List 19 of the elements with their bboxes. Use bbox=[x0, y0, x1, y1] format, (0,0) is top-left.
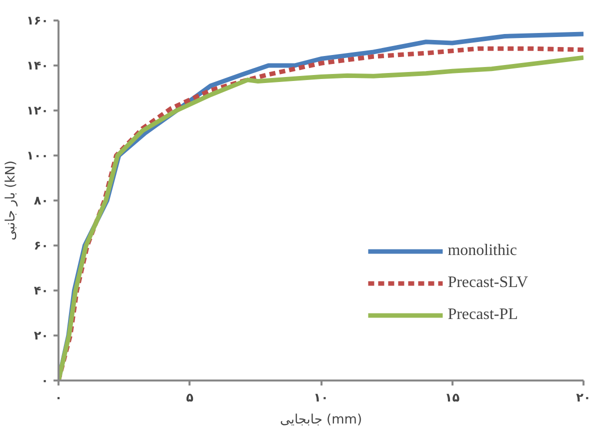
legend-label: Precast-SLV bbox=[448, 274, 528, 292]
y-tick-label: ۲۰ bbox=[34, 328, 49, 342]
x-axis-title: جابجایی (mm) bbox=[280, 412, 362, 428]
x-tick-label: ۱۵ bbox=[444, 390, 460, 404]
y-tick-label: ۴۰ bbox=[34, 284, 49, 298]
y-tick-label: ۱۶۰ bbox=[26, 14, 49, 28]
y-tick-label: ۱۴۰ bbox=[26, 58, 49, 72]
legend-label: Precast-PL bbox=[448, 306, 518, 324]
y-tick-label: ۱۲۰ bbox=[26, 104, 49, 118]
y-axis-title: بار جانبی (kN) bbox=[4, 160, 19, 240]
x-tick-label: ۵ bbox=[186, 390, 194, 404]
y-tick-label: ۰ bbox=[41, 374, 49, 388]
x-tick-label: ۱۰ bbox=[314, 390, 328, 404]
x-tick-label: ۰ bbox=[54, 390, 62, 404]
x-tick-label: ۲۰ bbox=[576, 390, 591, 404]
legend-label: monolithic bbox=[448, 242, 518, 260]
y-tick-label: ۱۰۰ bbox=[26, 148, 49, 162]
y-tick-label: ۸۰ bbox=[34, 194, 49, 208]
y-tick-label: ۶۰ bbox=[34, 238, 49, 252]
